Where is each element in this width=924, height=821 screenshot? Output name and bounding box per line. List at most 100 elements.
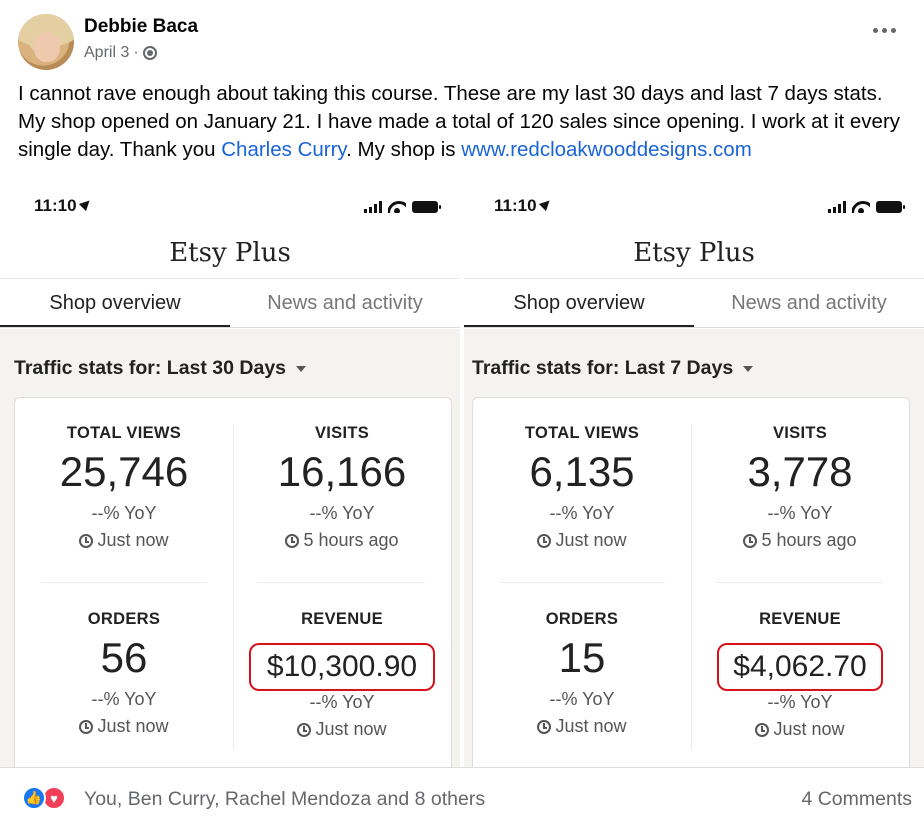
stat-updated: Just now [15,716,233,737]
divider [499,582,665,583]
stat-yoy: --% YoY [309,503,375,523]
stat-label: REVENUE [759,610,841,628]
comments-count[interactable]: 4 Comments [801,788,912,810]
stat-updated: 5 hours ago [233,530,451,551]
stats-card: TOTAL VIEWS 6,135 --% YoY Just now VISIT… [472,397,910,767]
traffic-period-label: Traffic stats for: Last 7 Days [472,357,734,379]
stat-yoy: --% YoY [767,503,833,523]
stat-updated-text: Just now [97,716,169,736]
stat-visits: VISITS 16,166 --% YoY 5 hours ago [233,424,451,551]
status-time-text: 11:10 [494,196,537,215]
stats-card: TOTAL VIEWS 25,746 --% YoY Just now VISI… [14,397,452,767]
stat-updated-text: 5 hours ago [303,530,399,550]
screenshot-30-days[interactable]: 11:10 Etsy Plus Shop overview News and a… [0,180,460,767]
stat-label: ORDERS [545,610,619,628]
clock-icon [285,533,300,548]
traffic-period-selector[interactable]: Traffic stats for: Last 7 Days [472,357,754,380]
post-meta: April 3 · [84,44,157,62]
app-title: Etsy Plus [169,238,291,268]
battery-icon [412,200,441,213]
author-avatar[interactable] [18,14,74,70]
mention-link[interactable]: Charles Curry [221,138,347,161]
app-title: Etsy Plus [633,238,755,268]
divider [41,582,207,583]
stat-updated-text: Just now [97,530,169,550]
stat-updated-text: Just now [315,719,387,739]
stat-total-views: TOTAL VIEWS 6,135 --% YoY Just now [473,424,691,551]
stat-yoy: --% YoY [91,503,157,523]
signal-icon [828,200,846,213]
stat-label: VISITS [314,424,370,442]
stat-label: REVENUE [301,610,383,628]
divider [233,424,234,750]
stat-revenue: REVENUE $10,300.90 --% YoY Just now [233,610,451,740]
stats-content: Traffic stats for: Last 30 Days TOTAL VI… [0,329,460,767]
location-arrow-icon [538,196,553,212]
screenshot-7-days[interactable]: 11:10 Etsy Plus Shop overview News and a… [464,180,924,767]
reactions-summary[interactable]: You, Ben Curry, Rachel Mendoza and 8 oth… [84,788,486,810]
wifi-icon [852,200,870,213]
stat-updated-text: Just now [773,719,845,739]
stat-orders: ORDERS 56 --% YoY Just now [15,610,233,737]
reaction-icons[interactable]: 👍 ♥ [22,786,66,810]
clock-icon [537,719,552,734]
stat-yoy: --% YoY [91,689,157,709]
status-bar: 11:10 [464,196,924,220]
tab-bar: Shop overview News and activity [0,278,460,328]
stats-content: Traffic stats for: Last 7 Days TOTAL VIE… [464,329,924,767]
tab-bar: Shop overview News and activity [464,278,924,328]
clock-icon [79,719,94,734]
shop-link[interactable]: www.redcloakwooddesigns.com [461,138,752,161]
location-arrow-icon [78,196,93,212]
tab-shop-overview[interactable]: Shop overview [0,279,230,327]
stat-updated-text: Just now [555,716,627,736]
clock-icon [537,533,552,548]
globe-icon [142,46,157,60]
stat-label: ORDERS [87,610,161,628]
post-footer: 👍 ♥ You, Ben Curry, Rachel Mendoza and 8… [0,767,924,821]
stat-value: 16,166 [277,448,407,495]
stat-value: 25,746 [59,448,189,495]
stat-value: 6,135 [529,448,635,495]
dropdown-caret-icon [743,365,754,372]
status-time-text: 11:10 [34,196,77,215]
like-icon: 👍 [22,786,46,810]
tab-news-activity[interactable]: News and activity [731,292,887,314]
stat-yoy: --% YoY [549,689,615,709]
stat-updated-text: 5 hours ago [761,530,857,550]
post-date[interactable]: April 3 [84,44,130,61]
tab-news-activity[interactable]: News and activity [267,292,423,314]
meta-separator: · [133,44,139,61]
stat-updated: Just now [473,530,691,551]
more-options-icon[interactable] [873,28,896,33]
battery-icon [876,200,905,213]
stat-updated: 5 hours ago [691,530,909,551]
stat-orders: ORDERS 15 --% YoY Just now [473,610,691,737]
stat-updated-text: Just now [555,530,627,550]
stat-yoy: --% YoY [309,692,375,712]
post-text-part2: . My shop is [346,138,462,161]
stat-label: TOTAL VIEWS [66,424,182,442]
tab-shop-overview[interactable]: Shop overview [464,279,694,327]
stat-updated: Just now [691,719,909,740]
post-text: I cannot rave enough about taking this c… [18,80,913,164]
divider [715,582,883,583]
stat-updated: Just now [233,719,451,740]
stat-label: TOTAL VIEWS [524,424,640,442]
stat-label: VISITS [772,424,828,442]
clock-icon [297,722,312,737]
divider [257,582,425,583]
stat-total-views: TOTAL VIEWS 25,746 --% YoY Just now [15,424,233,551]
status-time: 11:10 [34,196,93,216]
clock-icon [79,533,94,548]
author-name[interactable]: Debbie Baca [84,16,199,37]
signal-icon [364,200,382,213]
stat-yoy: --% YoY [767,692,833,712]
stat-value: 56 [100,634,148,681]
revenue-highlight-box: $10,300.90 [248,643,436,691]
traffic-period-selector[interactable]: Traffic stats for: Last 30 Days [14,357,307,380]
stat-yoy: --% YoY [549,503,615,523]
stat-updated: Just now [473,716,691,737]
post-text-part1: I cannot rave enough about taking this c… [18,82,901,161]
stat-value-highlight: $4,062.70 [691,633,909,692]
